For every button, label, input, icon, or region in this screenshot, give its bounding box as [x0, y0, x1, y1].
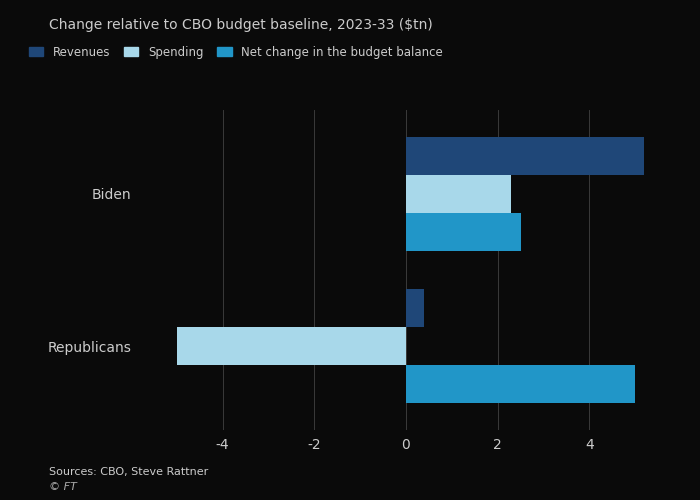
Bar [176, 327, 406, 365]
Bar [406, 213, 521, 251]
Bar [406, 365, 636, 404]
Text: © FT: © FT [49, 482, 77, 492]
Bar [406, 175, 512, 213]
Bar [406, 289, 424, 327]
Text: Sources: CBO, Steve Rattner: Sources: CBO, Steve Rattner [49, 468, 209, 477]
Bar [406, 136, 645, 175]
Text: Change relative to CBO budget baseline, 2023-33 ($tn): Change relative to CBO budget baseline, … [49, 18, 433, 32]
Legend: Revenues, Spending, Net change in the budget balance: Revenues, Spending, Net change in the bu… [29, 46, 443, 59]
